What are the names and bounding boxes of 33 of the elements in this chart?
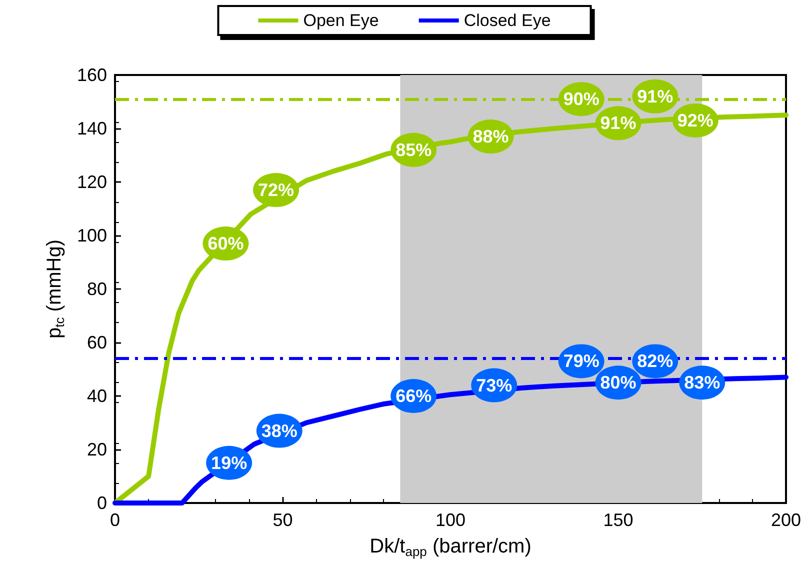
y-tick-label: 120 — [76, 172, 107, 192]
y-tick-label: 140 — [76, 118, 107, 138]
legend-label: Open Eye — [303, 11, 379, 30]
annotation: 79% — [563, 351, 600, 372]
x-tick-label: 100 — [435, 510, 466, 530]
annotation: 60% — [208, 234, 244, 254]
y-tick-label: 80 — [86, 279, 107, 299]
annotation: 91% — [600, 113, 636, 134]
annotation: 19% — [211, 452, 248, 473]
annotation: 66% — [396, 386, 432, 406]
annotation: 85% — [396, 140, 432, 160]
annotation: 92% — [677, 110, 714, 130]
x-tick-label: 50 — [272, 510, 293, 530]
y-tick-label: 60 — [86, 332, 107, 352]
annotation: 88% — [472, 126, 509, 147]
annotation: 90% — [563, 89, 600, 110]
x-tick-label: 200 — [770, 510, 802, 530]
annotation: 80% — [600, 372, 636, 393]
y-axis-title: ptc (mmHg) — [44, 240, 68, 338]
x-tick-label: 150 — [603, 510, 634, 530]
annotation: 83% — [684, 372, 720, 393]
annotation: 38% — [261, 420, 298, 441]
annotation: 91% — [637, 86, 674, 106]
annotation: 73% — [476, 375, 512, 396]
y-tick-label: 20 — [86, 440, 107, 460]
annotation: 82% — [637, 351, 674, 372]
y-tick-label: 40 — [86, 386, 107, 406]
x-tick-label: 0 — [110, 510, 120, 530]
y-tick-label: 0 — [96, 493, 107, 513]
legend-label: Closed Eye — [464, 11, 551, 30]
annotation: 72% — [258, 180, 294, 200]
y-tick-label: 160 — [76, 65, 107, 85]
y-tick-label: 100 — [76, 226, 107, 246]
